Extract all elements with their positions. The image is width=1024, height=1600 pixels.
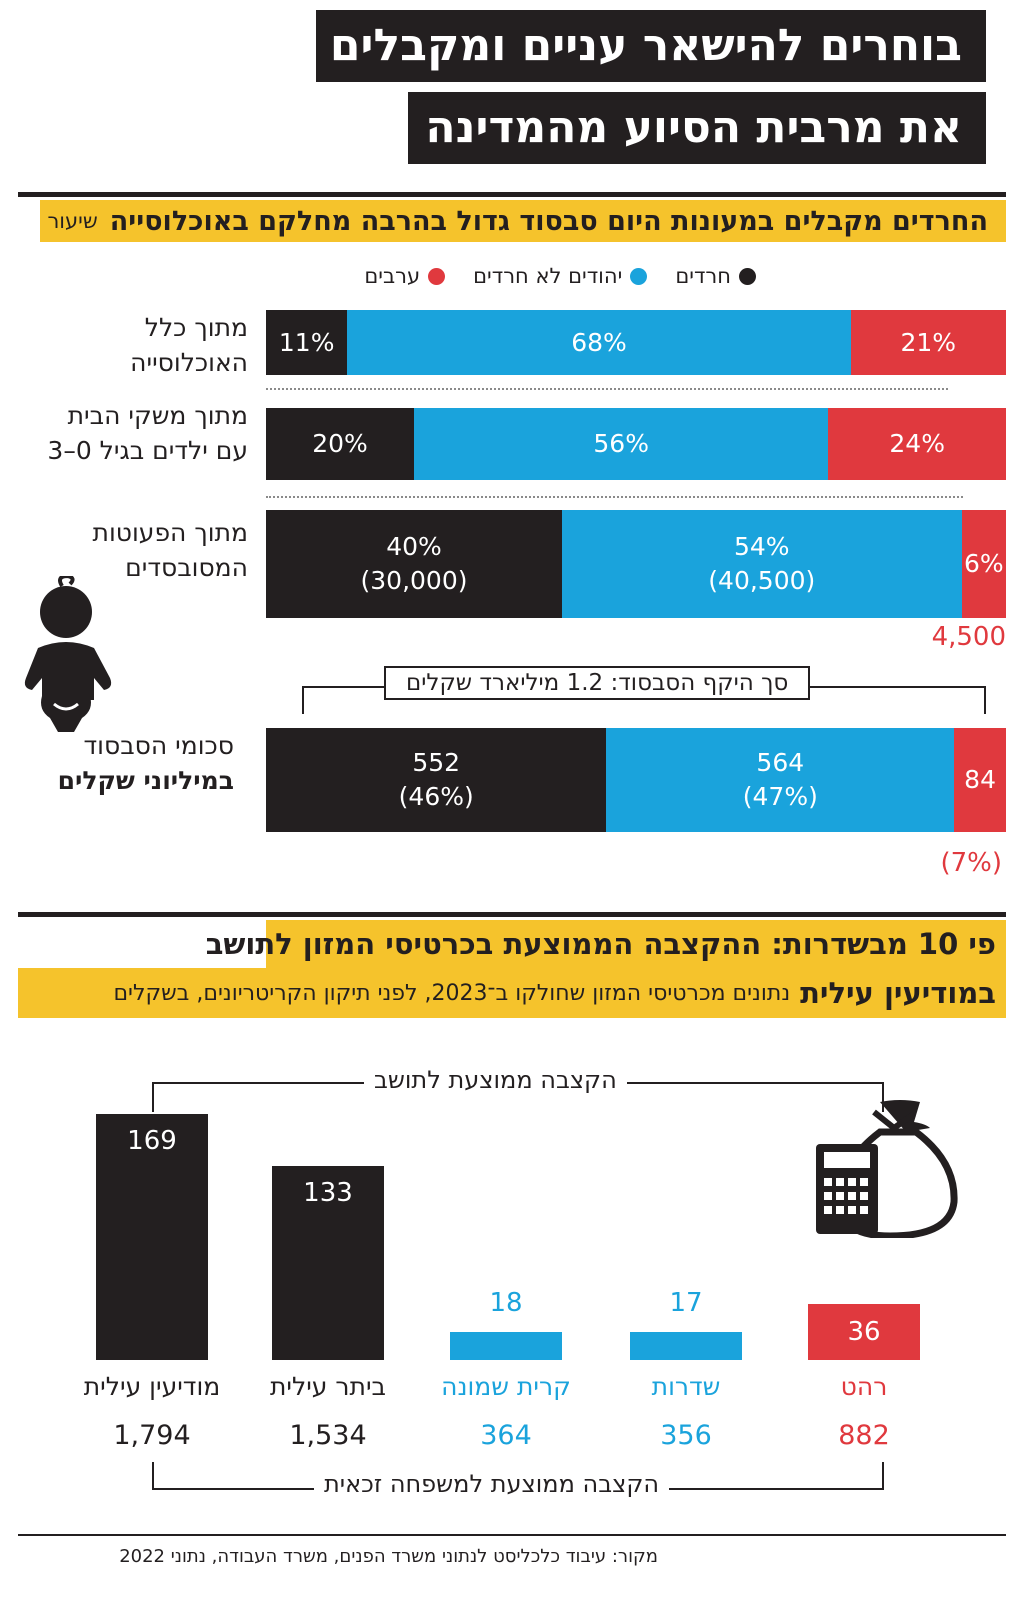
family-value-modiin-illit: 1,794 — [113, 1420, 191, 1451]
stacked-bar-row-2: 20% 56% 24% — [266, 408, 1006, 480]
legend-item-haredim: חרדים — [675, 264, 756, 288]
per-family-label: הקצבה ממוצעת למשפחה זכאית — [314, 1470, 670, 1498]
legend-dot-arabs — [428, 267, 446, 285]
row-label-subsidy-amounts: סכומי הסבסוד במיליוני שקלים — [57, 731, 234, 795]
headline-line-2: את מרבית הסיוע מהמדינה — [408, 92, 986, 164]
bar-segment-arabs-row-3: 6% — [961, 510, 1006, 618]
bar-value-modiin-illit: 169 — [127, 1126, 177, 1156]
city-label-modiin-illit: מודיעין עילית — [83, 1372, 221, 1401]
section2-title-line-1: פי 10 מבשדרות: ההקצבה הממוצעת בכרטיסי המ… — [205, 927, 996, 961]
family-value-beitar-illit: 1,534 — [289, 1420, 367, 1451]
bar-segment-arabs-row-1: 21% — [850, 310, 1006, 375]
section2-title-line-2: במודיעין עילית — [800, 976, 996, 1010]
bar-segment-haredim-row-2: 20% — [266, 408, 414, 480]
bar-segment-haredim-row-3: 40% (30,000) — [266, 510, 562, 618]
bar-segment-haredim-row-1: 11% — [266, 310, 348, 375]
legend-item-arabs: ערבים — [364, 264, 446, 288]
arab-subsidy-share: (7%) — [940, 848, 1002, 878]
section1-unit: שיעור — [47, 209, 98, 233]
family-value-rahat: 882 — [838, 1420, 890, 1451]
section2-subtitle: נתונים מכרטיסי המזון שחולקו ב־2023, לפני… — [113, 980, 791, 1006]
city-label-beitar-illit: ביתר עילית — [269, 1372, 386, 1401]
bar-beitar-illit: 133 — [272, 1166, 384, 1360]
legend-label-non-haredi-jews: יהודים לא חרדים — [473, 264, 623, 288]
section2-title-band-2: במודיעין עילית נתונים מכרטיסי המזון שחול… — [18, 968, 1006, 1018]
bar-segment-non-haredi-jews-row-3: 54% (40,500) — [562, 510, 962, 618]
section2-top-rule — [18, 912, 1006, 917]
legend-dot-haredim — [739, 267, 756, 285]
section2-title-band-1: פי 10 מבשדרות: ההקצבה הממוצעת בכרטיסי המ… — [206, 920, 1006, 968]
city-label-kiryat-shmona: קרית שמונה — [441, 1372, 571, 1401]
bar-modiin-illit: 169 — [96, 1114, 208, 1360]
bar-value-rahat: 36 — [847, 1317, 881, 1347]
money-bag-calculator-icon — [816, 1100, 958, 1238]
bar-segment-haredim-row-4: 552 (46%) — [266, 728, 607, 832]
stacked-bar-row-1: 11% 68% 21% — [266, 310, 1006, 375]
legend-dot-non-haredi-jews — [630, 267, 648, 285]
bar-segment-non-haredi-jews-row-1: 68% — [347, 310, 851, 375]
stacked-bar-row-4: 552 (46%) 564 (47%) 84 — [266, 728, 1006, 832]
bar-segment-arabs-row-4: 84 — [954, 728, 1006, 832]
bar-segment-arabs-row-2: 24% — [828, 408, 1006, 480]
bar-kiryat-shmona — [450, 1332, 562, 1360]
bar-segment-non-haredi-jews-row-4: 564 (47%) — [606, 728, 955, 832]
stacked-bar-row-3: 40% (30,000) 54% (40,500) 6% — [266, 510, 1006, 618]
family-value-sderot: 356 — [660, 1420, 712, 1451]
separator-2 — [266, 496, 963, 498]
family-value-kiryat-shmona: 364 — [480, 1420, 532, 1451]
separator-1 — [266, 388, 948, 390]
section1-top-rule — [18, 192, 1006, 197]
row-label-total-population: מתוך כלל האוכלוסייה — [130, 313, 248, 377]
row-label-subsidized-toddlers: מתוך הפעוטות המסובסדים — [92, 518, 248, 582]
bar-value-beitar-illit: 133 — [303, 1178, 353, 1209]
city-label-rahat: רהט — [840, 1372, 888, 1401]
baby-icon — [24, 576, 112, 732]
arab-toddlers-count: 4,500 — [931, 622, 1006, 652]
legend-label-haredim: חרדים — [675, 264, 731, 288]
section1-title-band: החרדים מקבלים במעונות היום סבסוד גדול בה… — [40, 200, 1006, 242]
city-label-sderot: שדרות — [651, 1372, 721, 1401]
total-subsidy-label: סך היקף הסבסוד: 1.2 מיליארד שקלים — [384, 666, 811, 700]
per-resident-label: הקצבה ממוצעת לתושב — [364, 1066, 627, 1094]
bar-value-sderot: 17 — [669, 1288, 703, 1318]
legend-item-non-haredi-jews: יהודים לא חרדים — [473, 264, 648, 288]
bar-rahat: 36 — [808, 1304, 920, 1360]
headline-line-1: בוחרים להישאר עניים ומקבלים — [316, 10, 986, 82]
section1-title: החרדים מקבלים במעונות היום סבסוד גדול בה… — [109, 205, 988, 237]
bar-sderot — [630, 1332, 742, 1360]
section1-legend: חרדים יהודים לא חרדים ערבים — [364, 264, 756, 288]
bar-value-kiryat-shmona: 18 — [489, 1288, 523, 1318]
source-rule — [18, 1534, 1006, 1536]
legend-label-arabs: ערבים — [364, 264, 421, 288]
row-label-households: מתוך משקי הבית עם ילדים בגיל 0–3 — [47, 401, 248, 465]
bar-segment-non-haredi-jews-row-2: 56% — [414, 408, 829, 480]
source-note: מקור: עיבוד כלכליסט לנתוני משרד הפנים, מ… — [119, 1546, 658, 1567]
